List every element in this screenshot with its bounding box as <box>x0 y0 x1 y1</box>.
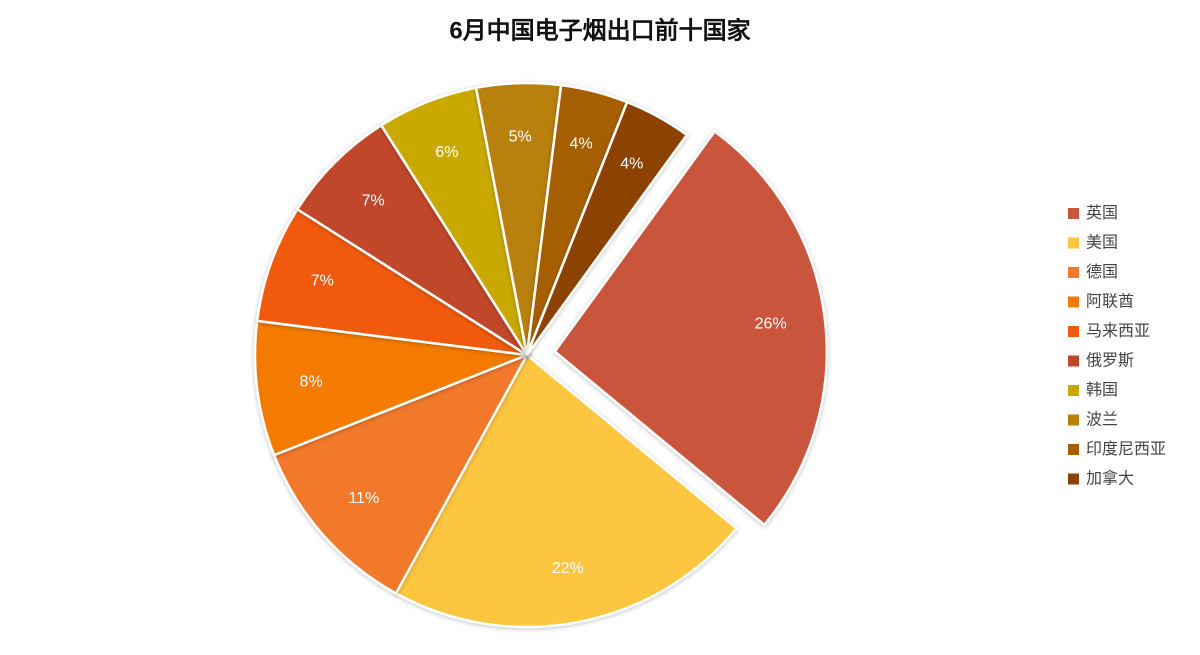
chart-title: 6月中国电子烟出口前十国家 <box>449 16 750 44</box>
legend-label: 阿联酋 <box>1086 293 1134 311</box>
legend-label: 印度尼西亚 <box>1086 440 1166 458</box>
legend-label: 俄罗斯 <box>1086 352 1134 370</box>
data-label: 26% <box>755 315 787 332</box>
data-label: 4% <box>570 135 593 152</box>
legend-label: 美国 <box>1086 234 1118 252</box>
data-label: 4% <box>620 156 643 173</box>
legend-label: 加拿大 <box>1086 469 1134 488</box>
pie-slice <box>272 352 530 596</box>
legend-swatch <box>1068 473 1079 485</box>
legend-swatch <box>1068 267 1079 278</box>
data-label: 7% <box>311 273 334 290</box>
legend-swatch <box>1068 237 1079 249</box>
legend-label: 韩国 <box>1086 381 1118 399</box>
data-label: 11% <box>348 490 379 507</box>
pie-slice <box>295 123 529 357</box>
legend-label: 德国 <box>1086 263 1118 281</box>
pie-slice <box>255 207 528 357</box>
legend-label: 波兰 <box>1086 411 1118 429</box>
data-label: 7% <box>362 192 385 209</box>
legend-swatch <box>1068 444 1079 455</box>
legend-swatch <box>1068 414 1079 426</box>
data-label: 6% <box>435 144 458 161</box>
legend-swatch <box>1068 355 1079 367</box>
pie-slice <box>553 129 829 527</box>
pie-slice <box>525 100 689 356</box>
data-label: 22% <box>552 560 584 577</box>
legend-swatch <box>1068 296 1079 308</box>
pie: 26% 22% 11% 8% 7% 7% 6% 5% 4% 4% <box>253 81 829 629</box>
pie-slice <box>253 319 528 457</box>
pie-slice <box>394 353 739 629</box>
legend-swatch <box>1068 208 1079 219</box>
legend-label: 英国 <box>1086 204 1118 222</box>
data-label: 8% <box>300 373 323 390</box>
legend-swatch <box>1068 326 1079 337</box>
data-label: 5% <box>509 129 532 146</box>
legend-swatch <box>1068 385 1079 396</box>
legend-label: 马来西亚 <box>1086 322 1150 340</box>
